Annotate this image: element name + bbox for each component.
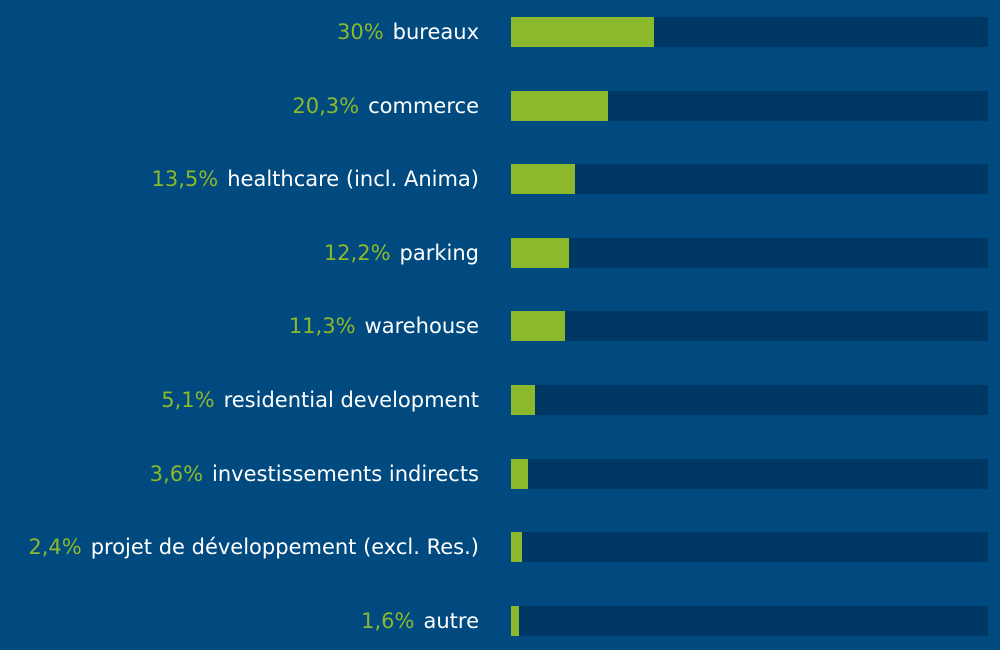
value-label: 3,6%: [149, 462, 204, 486]
value-label: 5,1%: [161, 388, 215, 412]
bar-label: 12,2% parking: [324, 238, 479, 268]
bar-label: 11,3% warehouse: [289, 311, 479, 341]
bar-track: [511, 385, 988, 415]
bar-label: 20,3% commerce: [292, 91, 479, 121]
category-label: parking: [399, 241, 479, 265]
category-label: bureaux: [392, 20, 479, 44]
bar: [511, 17, 655, 47]
bar-track: [511, 311, 988, 341]
bar: [511, 164, 576, 194]
bar: [511, 385, 536, 415]
bar: [511, 459, 529, 489]
category-label: autre: [423, 609, 479, 633]
bar: [511, 238, 570, 268]
value-label: 11,3%: [288, 314, 356, 338]
value-label: 2,4%: [28, 535, 82, 559]
bar: [511, 606, 519, 636]
bar-label: 5,1% residential development: [161, 385, 479, 415]
bar-track: [511, 459, 988, 489]
category-label: healthcare (incl. Anima): [227, 167, 479, 191]
category-label: commerce: [368, 94, 479, 118]
bar: [511, 311, 565, 341]
bar: [511, 91, 608, 121]
bar-label: 1,6% autre: [361, 606, 479, 636]
bar-label: 13,5% healthcare (incl. Anima): [152, 164, 479, 194]
value-label: 13,5%: [151, 167, 219, 191]
bar-track: [511, 91, 988, 121]
category-label: projet de développement (excl. Res.): [90, 535, 479, 559]
category-label: warehouse: [364, 314, 479, 338]
category-label: investissements indirects: [212, 462, 479, 486]
bar: [511, 532, 523, 562]
category-label: residential development: [223, 388, 479, 412]
bar-label: 2,4% projet de développement (excl. Res.): [28, 532, 479, 562]
value-label: 1,6%: [361, 609, 415, 633]
value-label: 12,2%: [323, 241, 391, 265]
bar-label: 3,6% investissements indirects: [150, 459, 479, 489]
bar-label: 30% bureaux: [337, 17, 479, 47]
bar-track: [511, 606, 988, 636]
bar-track: [511, 532, 988, 562]
bar-track: [511, 164, 988, 194]
bar-track: [511, 17, 988, 47]
bar-track: [511, 238, 988, 268]
value-label: 30%: [336, 20, 384, 44]
value-label: 20,3%: [292, 94, 360, 118]
